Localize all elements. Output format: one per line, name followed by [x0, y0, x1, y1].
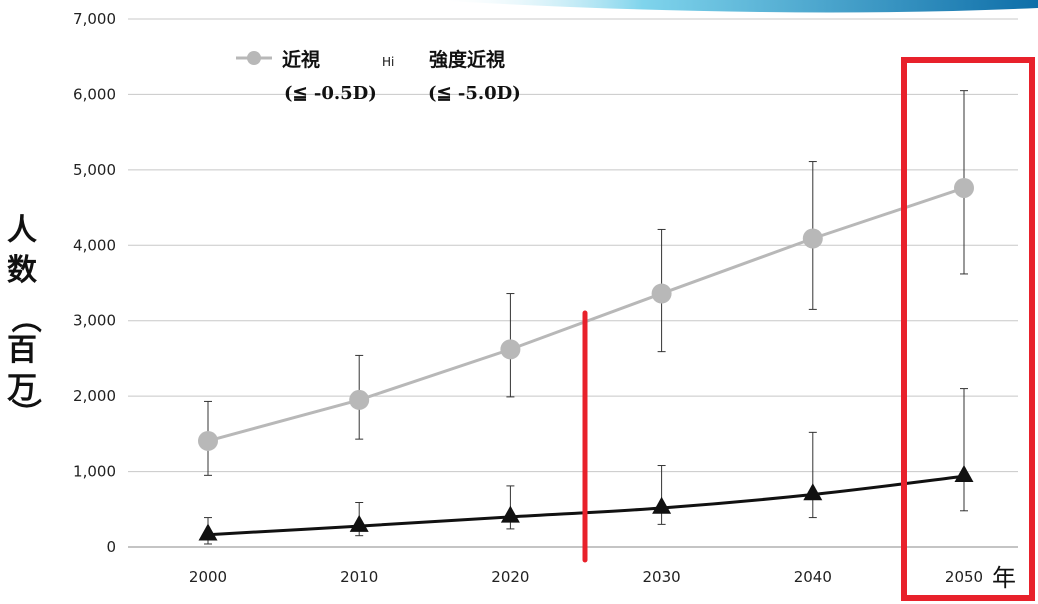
y-label-char: 人: [7, 213, 37, 248]
y-tick-label: 4,000: [73, 236, 116, 254]
highlight-box-2050: [901, 57, 1035, 601]
data-point-high-myopia: [349, 514, 369, 532]
y-label-char: 百: [7, 333, 37, 368]
decorative-header-wave: [430, 0, 1038, 13]
data-point-myopia: [500, 339, 521, 360]
gridlines: [128, 18, 1018, 473]
y-tick-label: 5,000: [73, 161, 116, 179]
legend-label-high-myopia: 強度近視: [429, 48, 505, 71]
data-point-myopia: [651, 283, 672, 304]
y-label-char: ）: [7, 398, 42, 428]
legend-entry-high-myopia: Hi 強度近視 (≦ -5.0D): [382, 48, 521, 104]
data-point-high-myopia: [652, 496, 672, 514]
series-markers: [198, 177, 974, 541]
x-axis-unit: 年: [992, 564, 1016, 592]
data-point-myopia: [802, 228, 823, 249]
x-tick-label: 2000: [189, 568, 227, 586]
annotations: [582, 57, 1035, 601]
x-tick-label: 2050: [945, 568, 983, 586]
y-axis-ticks: 0 1,000 2,000 3,000 4,000 5,000 6,000 7,000: [73, 10, 116, 556]
data-point-myopia: [198, 430, 218, 451]
data-point-myopia: [349, 389, 370, 410]
data-point-high-myopia: [500, 505, 520, 523]
y-label-char: 万: [7, 371, 37, 406]
legend-entry-myopia: 近視 (≦ -0.5D): [236, 48, 377, 104]
x-tick-label: 2020: [491, 568, 529, 586]
y-tick-label: 2,000: [73, 387, 116, 405]
data-point-high-myopia: [954, 465, 974, 483]
legend-label-myopia: 近視: [282, 48, 320, 71]
y-tick-label: 1,000: [73, 463, 116, 481]
legend-sub-myopia: (≦ -0.5D): [284, 83, 377, 104]
legend-marker-circle: [247, 51, 261, 65]
data-point-high-myopia: [803, 483, 823, 501]
x-tick-label: 2010: [340, 568, 378, 586]
y-tick-label: 7,000: [73, 10, 116, 28]
y-axis-label: 人 数 （ 百 万 ）: [7, 213, 42, 428]
x-axis-ticks: 2000 2010 2020 2030 2040 2050: [189, 568, 983, 586]
y-tick-label: 3,000: [73, 312, 116, 330]
x-tick-label: 2030: [643, 568, 681, 586]
y-tick-label: 6,000: [73, 85, 116, 103]
data-point-myopia: [954, 177, 974, 198]
legend-sub-high-myopia: (≦ -5.0D): [428, 83, 521, 104]
legend: 近視 (≦ -0.5D) Hi 強度近視 (≦ -5.0D): [236, 48, 521, 104]
y-label-char: 数: [7, 253, 38, 288]
legend-overlap-text: Hi: [382, 55, 394, 69]
data-point-high-myopia: [198, 523, 218, 541]
y-tick-label: 0: [106, 538, 116, 556]
y-label-char: （: [7, 303, 42, 333]
x-tick-label: 2040: [794, 568, 832, 586]
